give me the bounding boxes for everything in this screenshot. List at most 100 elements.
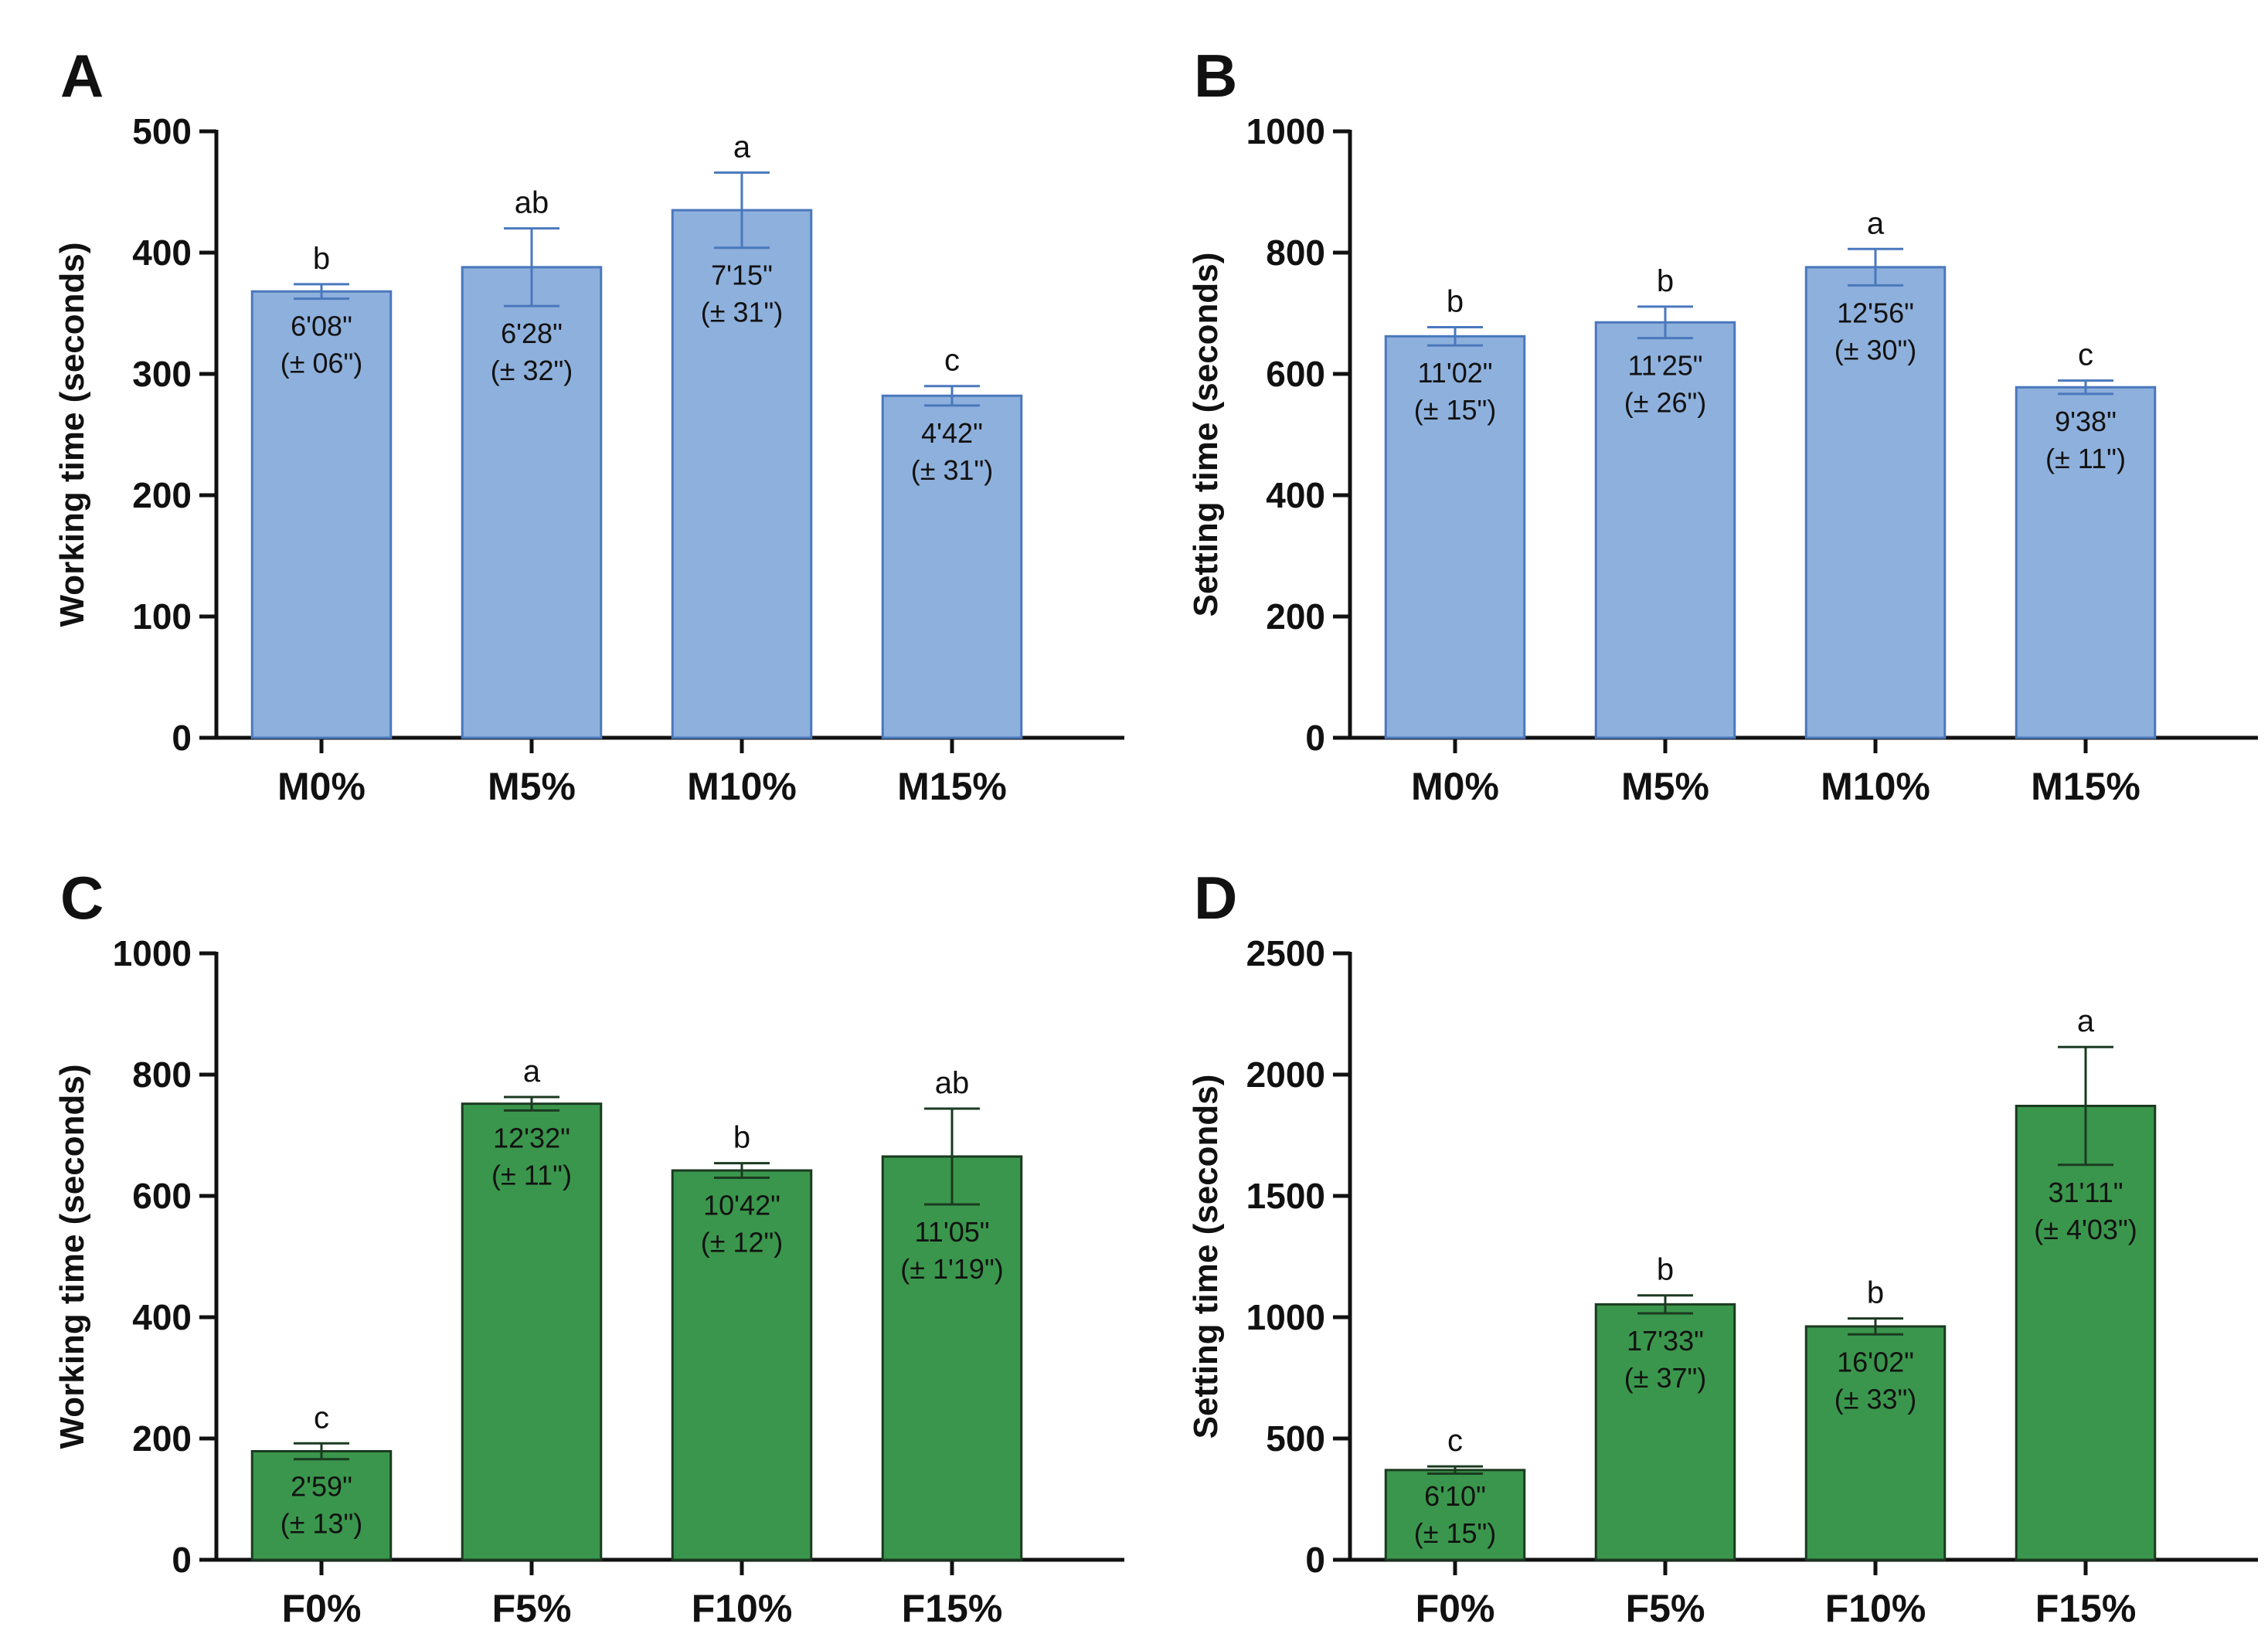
y-tick-label: 1000 (113, 933, 192, 973)
y-tick-label: 100 (132, 596, 192, 637)
value-label: (± 15") (1414, 1517, 1497, 1549)
y-tick-label: 1000 (1246, 1297, 1325, 1337)
x-tick-label: F10% (1825, 1587, 1926, 1630)
y-tick-label: 300 (132, 354, 192, 394)
value-label: 6'08" (291, 311, 352, 342)
bar (671, 209, 813, 739)
value-label: (± 30") (1834, 334, 1917, 365)
value-label: (± 13") (281, 1508, 363, 1540)
y-tick-label: 500 (1266, 1418, 1325, 1459)
value-label: (± 33") (1834, 1383, 1917, 1415)
bar (1384, 1469, 1526, 1561)
value-label: 12'56" (1837, 297, 1914, 328)
significance-label: c (2078, 338, 2093, 372)
x-tick-label: F15% (2035, 1587, 2137, 1630)
value-label: (± 12") (701, 1226, 784, 1258)
x-tick-label: M10% (1821, 765, 1930, 808)
value-label: 2'59" (291, 1471, 352, 1503)
bar (881, 1155, 1023, 1561)
significance-label: b (1657, 1253, 1674, 1287)
x-tick-label: M5% (1621, 765, 1709, 808)
y-tick-label: 1500 (1246, 1176, 1325, 1216)
value-label: 10'42" (703, 1189, 780, 1221)
bar (1804, 266, 1947, 739)
panel-label: A (60, 42, 104, 110)
x-tick-label: F0% (282, 1587, 362, 1630)
value-label: (± 31") (701, 297, 784, 328)
bar (1384, 335, 1526, 739)
x-tick-label: F15% (902, 1587, 1003, 1630)
significance-label: b (733, 1121, 750, 1155)
value-label: (± 15") (1414, 394, 1497, 426)
significance-label: c (314, 1401, 329, 1435)
y-axis-title: Working time (seconds) (53, 243, 91, 627)
bar (1804, 1325, 1947, 1561)
value-label: 6'10" (1424, 1480, 1486, 1512)
value-label: (± 37") (1624, 1362, 1707, 1394)
panel-b: B Setting time (seconds) 0 200 400 600 800 1000… (1134, 0, 2267, 822)
y-axis-title: Working time (seconds) (53, 1065, 91, 1449)
y-axis-title: Setting time (seconds) (1187, 253, 1225, 617)
y-tick-label: 2000 (1246, 1055, 1325, 1095)
value-label: (± 4'03") (2034, 1214, 2137, 1245)
significance-label: b (313, 242, 330, 276)
chart-d: D Setting time (seconds) 0 500 1000 1500 2000 2… (1187, 864, 2258, 1630)
significance-label: b (1447, 285, 1464, 319)
chart-c: C Working time (seconds) 0 200 400 600 800 1000… (53, 864, 1124, 1630)
value-label: (± 1'19") (900, 1253, 1003, 1285)
value-label: (± 32") (491, 355, 573, 386)
x-tick-label: M15% (2031, 765, 2140, 808)
x-tick-label: F5% (492, 1587, 572, 1630)
y-tick-label: 0 (172, 718, 192, 758)
bar (2015, 386, 2157, 739)
panel-label: C (60, 864, 104, 932)
value-label: (± 06") (281, 348, 363, 379)
y-tick-label: 0 (172, 1540, 192, 1580)
y-tick-label: 600 (1266, 354, 1325, 394)
x-tick-label: F0% (1416, 1587, 1495, 1630)
value-label: 11'25" (1627, 350, 1702, 382)
significance-label: c (1447, 1424, 1463, 1458)
value-label: 31'11" (2048, 1177, 2123, 1208)
significance-label: a (733, 130, 751, 164)
y-tick-label: 2500 (1246, 933, 1325, 973)
y-tick-label: 0 (1305, 718, 1325, 758)
value-label: 4'42" (921, 417, 983, 449)
value-label: 17'33" (1627, 1325, 1704, 1357)
bar (671, 1169, 813, 1561)
y-tick-label: 400 (1266, 475, 1325, 515)
y-tick-label: 400 (132, 233, 192, 273)
x-tick-label: M0% (1411, 765, 1499, 808)
y-tick-label: 400 (132, 1297, 192, 1337)
y-tick-label: 0 (1305, 1540, 1325, 1580)
panel-d: D Setting time (seconds) 0 500 1000 1500 2000 2… (1134, 822, 2267, 1644)
y-tick-label: 500 (132, 111, 192, 151)
panel-a: A Working time (seconds) 0 100 200 300 400 500 M… (0, 0, 1134, 822)
panel-label: B (1194, 42, 1237, 110)
value-label: 16'02" (1837, 1346, 1914, 1377)
x-tick-label: M10% (687, 765, 797, 808)
significance-label: ab (515, 186, 549, 220)
y-axis-title: Setting time (seconds) (1187, 1075, 1225, 1439)
bar (1594, 1303, 1736, 1561)
significance-label: a (2077, 1004, 2095, 1038)
x-tick-label: M0% (277, 765, 366, 808)
y-tick-label: 800 (1266, 233, 1325, 273)
value-label: (± 26") (1624, 387, 1707, 419)
y-tick-label: 1000 (1246, 111, 1325, 151)
y-tick-label: 200 (132, 1418, 192, 1459)
chart-a: A Working time (seconds) 0 100 200 300 400 500 M… (53, 42, 1124, 808)
bar (461, 266, 603, 739)
x-tick-label: M15% (897, 765, 1007, 808)
value-label: 11'02" (1417, 357, 1492, 389)
y-tick-label: 200 (132, 475, 192, 515)
significance-label: b (1867, 1276, 1884, 1310)
value-label: (± 11") (2045, 443, 2126, 474)
x-tick-label: F5% (1626, 1587, 1705, 1630)
significance-label: a (523, 1055, 541, 1089)
significance-label: b (1657, 264, 1674, 298)
bar (1594, 321, 1736, 739)
x-tick-label: M5% (488, 765, 576, 808)
bar (250, 290, 393, 739)
bar (461, 1102, 603, 1561)
